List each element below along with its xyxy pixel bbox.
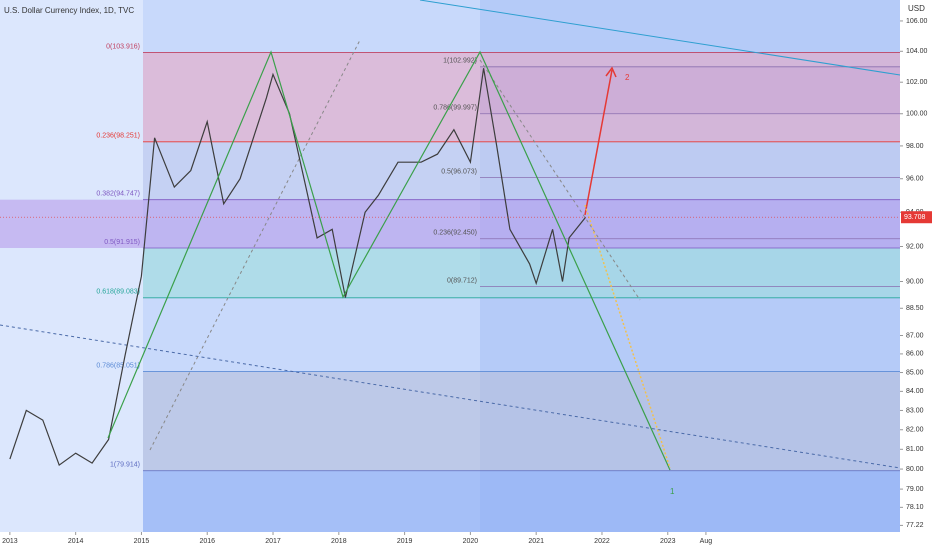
x-tick-label: 2019 [397,538,413,545]
y-tick-label: 86.00 [906,351,924,358]
last-price-box [901,211,932,224]
y-tick-label: 84.00 [906,388,924,395]
y-tick-label: 83.00 [906,407,924,414]
y-tick-label: 88.50 [906,305,924,312]
y-tick-label: 106.00 [906,18,928,25]
x-tick-label: 2022 [594,538,610,545]
fib-label: 1(102.992) [443,58,477,65]
x-tick-label: 2017 [265,538,281,545]
y-tick-label: 102.00 [906,79,928,86]
fib-band [143,247,900,298]
fib-label: 0.786(99.997) [433,105,477,112]
y-tick-label: 104.00 [906,48,928,55]
y-tick-label: 90.00 [906,278,924,285]
x-tick-label: 2015 [134,538,150,545]
fib-label: 0.618(89.083) [96,289,140,296]
fib-label: 0(103.916) [106,43,140,50]
plot [9,68,586,467]
trend-line-dashed [0,324,901,469]
x-tick-label: 2013 [2,538,18,545]
y-tick-label: 87.00 [906,332,924,339]
y-tick-label: 77.22 [906,522,924,529]
fib-label: 0.5(96.073) [441,168,477,175]
x-tick-label: 2018 [331,538,347,545]
y-tick-label: 78.10 [906,504,924,511]
y-tick-label: 100.00 [906,111,928,118]
fib-label: 1(79.914) [110,462,140,469]
trend-line-dashed [149,39,361,451]
y-tick-label: 96.00 [906,176,924,183]
x-tick-label: Aug [700,538,713,545]
annotation: 2 [625,73,630,82]
trend-line-dashed [479,59,641,301]
time-axis [0,532,900,550]
x-tick-label: 2020 [463,538,479,545]
fib-band [143,141,900,200]
chart-title: U.S. Dollar Currency Index, 1D, TVC [4,6,134,15]
fib-band [0,199,900,248]
fib-band [480,66,900,114]
price-line [9,68,586,467]
y-tick-label: 92.00 [906,243,924,250]
fib-label: 0.786(85.051) [96,362,140,369]
arrow-head [605,66,617,78]
y-tick-label: 82.00 [906,427,924,434]
fib-label: 0.5(91.915) [104,239,140,246]
y-tick-label: 79.00 [906,486,924,493]
fib-label: 0(89.712) [447,277,477,284]
fib-label: 0.236(92.450) [433,230,477,237]
projection-arrow [584,69,613,216]
fib-label: 0.382(94.747) [96,191,140,198]
fib-bands: 0(103.916) 0.236(98.251) 0.382(94.747) 0.5(… [0,43,900,532]
fib-band [143,371,900,471]
zigzag [107,50,671,471]
y-tick-label: 81.00 [906,446,924,453]
x-tick-label: 2021 [528,538,544,545]
y-tick-label: 80.00 [906,466,924,473]
axis-unit: USD [908,4,925,13]
fib-label: 0.236(98.251) [96,133,140,140]
last-price-label: 93.708 [904,214,926,221]
x-tick-label: 2016 [199,538,215,545]
x-tick-label: 2023 [660,538,676,545]
x-tick-label: 2014 [68,538,84,545]
price-axis [900,0,932,550]
annotation: 1 [670,487,675,496]
fib-band [143,470,900,532]
y-tick-label: 85.00 [906,369,924,376]
y-tick-label: 98.00 [906,143,924,150]
trend-line [419,0,901,76]
